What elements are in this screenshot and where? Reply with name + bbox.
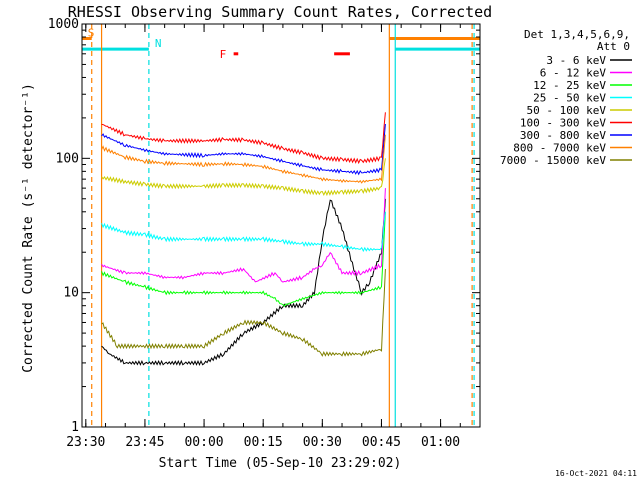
x-tick-label: 01:00 xyxy=(421,435,460,450)
legend-label: 3 - 6 keV xyxy=(546,54,606,67)
y-tick-label: 100 xyxy=(56,151,79,166)
x-tick-label: 00:00 xyxy=(184,435,223,450)
y-tick-label: 1 xyxy=(71,420,79,435)
legend-label: 6 - 12 keV xyxy=(540,67,607,80)
series-line xyxy=(101,134,386,184)
vertical-lines-layer xyxy=(91,24,475,427)
series-layer xyxy=(101,112,386,366)
series-line xyxy=(101,211,386,307)
saa-label: S xyxy=(88,26,95,39)
x-tick-label: 23:30 xyxy=(66,435,105,450)
series-line xyxy=(101,123,386,176)
y-axis: 1 10 100 1000 xyxy=(48,17,480,435)
legend-header-line-2: Att 0 xyxy=(597,40,630,53)
annotation-layer: S N F xyxy=(82,26,480,61)
legend-label: 100 - 300 keV xyxy=(520,117,606,130)
x-tick-label: 00:30 xyxy=(303,435,342,450)
series-line xyxy=(101,198,386,366)
plot-frame xyxy=(81,23,481,428)
x-tick-label: 00:15 xyxy=(244,435,283,450)
legend-label: 7000 - 15000 keV xyxy=(500,154,606,167)
legend-label: 300 - 800 keV xyxy=(520,129,606,142)
legend-label: 12 - 25 keV xyxy=(533,79,606,92)
x-tick-label: 23:45 xyxy=(125,435,164,450)
y-axis-label: Corrected Count Rate (s⁻¹ detector⁻¹) xyxy=(21,83,36,373)
series-line xyxy=(101,158,386,197)
series-line xyxy=(101,112,386,165)
legend-header-line-1: Det 1,3,4,5,6,9, xyxy=(524,28,630,41)
x-tick-label: 00:45 xyxy=(362,435,401,450)
x-axis: 23:30 23:45 00:00 00:15 00:30 00:45 01:00 xyxy=(66,24,481,450)
y-tick-label: 10 xyxy=(63,286,79,301)
series-line xyxy=(101,211,386,253)
legend-label: 50 - 100 keV xyxy=(527,104,607,117)
legend-label: 800 - 7000 keV xyxy=(513,142,606,155)
x-axis-label: Start Time (05-Sep-10 23:29:02) xyxy=(159,456,402,471)
series-line xyxy=(101,268,386,357)
flare-label: F xyxy=(220,48,227,61)
chart-title: RHESSI Observing Summary Count Rates, Co… xyxy=(68,3,492,21)
night-label: N xyxy=(155,37,162,50)
series-line xyxy=(101,188,386,283)
timestamp: 16-Oct-2021 04:11 xyxy=(555,469,637,478)
y-tick-label: 1000 xyxy=(48,17,79,32)
legend-label: 25 - 50 keV xyxy=(533,92,606,105)
